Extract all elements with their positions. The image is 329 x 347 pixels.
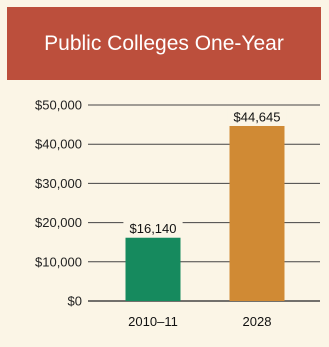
y-tick-label: $10,000 xyxy=(35,254,82,269)
y-tick-label: $0 xyxy=(68,294,82,309)
value-labels: $16,140 $44,645 xyxy=(123,107,287,237)
x-axis-category-labels: 2010–11 2028 xyxy=(128,314,271,329)
chart-title: Public Colleges One-Year xyxy=(44,32,284,55)
y-tick-label: $30,000 xyxy=(35,176,82,191)
y-tick-label: $40,000 xyxy=(35,137,82,152)
y-tick-label: $50,000 xyxy=(35,98,82,113)
value-label-background xyxy=(227,107,287,125)
bars xyxy=(125,125,285,301)
y-axis-tick-labels: $0 $10,000 $20,000 $30,000 $40,000 $50,000 xyxy=(35,98,82,309)
gridlines xyxy=(88,104,320,302)
value-label-background xyxy=(123,219,183,237)
y-tick-label: $20,000 xyxy=(35,215,82,230)
category-label: 2010–11 xyxy=(128,314,178,329)
bar xyxy=(125,237,181,301)
value-label: $44,645 xyxy=(234,109,281,124)
category-label: 2028 xyxy=(243,314,272,329)
value-label: $16,140 xyxy=(130,221,177,236)
chart-title-bar: Public Colleges One-Year xyxy=(7,7,321,80)
bar xyxy=(229,125,285,301)
